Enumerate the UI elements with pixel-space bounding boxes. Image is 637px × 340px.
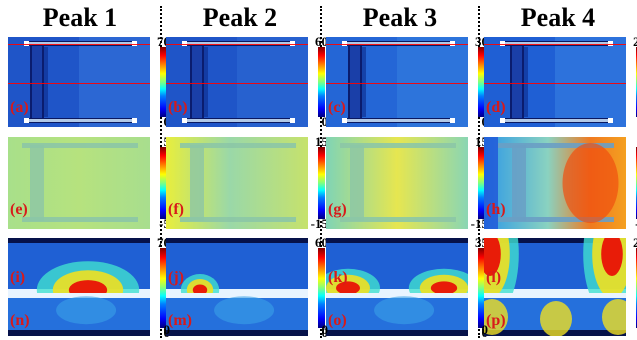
colorbar bbox=[478, 147, 485, 219]
magnetic-field-map bbox=[8, 37, 150, 127]
current-density-map bbox=[326, 238, 468, 295]
field-panel: (l) bbox=[484, 238, 626, 295]
panel-label: (h) bbox=[486, 201, 506, 218]
colorbar-min: 0 bbox=[624, 115, 637, 128]
colorbar-max: 20 bbox=[633, 34, 637, 49]
colorbar-min: -9 bbox=[624, 217, 637, 230]
colorbar-max: 25 bbox=[633, 235, 637, 250]
guide-line bbox=[326, 83, 468, 84]
colorbar-min: 0 bbox=[481, 322, 489, 337]
field-panel: (c) bbox=[326, 37, 468, 127]
current-density-map bbox=[484, 238, 626, 295]
colorbar-min: -15 bbox=[470, 216, 488, 231]
colorbar-max: 9 bbox=[626, 135, 637, 148]
colorbar-max: 60 bbox=[315, 235, 328, 250]
colorbar-max: 15 bbox=[315, 134, 328, 149]
panel-label: (o) bbox=[328, 312, 347, 329]
current-density-map bbox=[166, 293, 308, 336]
colorbar bbox=[478, 47, 485, 117]
guide-line bbox=[8, 83, 150, 84]
electric-field-map bbox=[166, 137, 308, 229]
field-panel: (e) bbox=[8, 137, 150, 229]
guide-line bbox=[326, 44, 468, 45]
colorbar-max: 60 bbox=[315, 34, 328, 49]
field-panel: (a) bbox=[8, 37, 150, 127]
colorbar bbox=[318, 47, 325, 117]
colorbar bbox=[160, 147, 167, 219]
current-density-map bbox=[8, 238, 150, 295]
electric-field-map bbox=[326, 137, 468, 229]
panel-label: (m) bbox=[168, 312, 192, 329]
guide-line bbox=[484, 44, 626, 45]
colorbar-min: 0 bbox=[321, 322, 329, 337]
colorbar bbox=[318, 248, 325, 328]
current-density-map bbox=[8, 293, 150, 336]
column-title: Peak 2 bbox=[202, 3, 278, 32]
colorbar-min: 0 bbox=[321, 114, 329, 129]
column-title: Peak 1 bbox=[42, 3, 118, 32]
field-panel: (g) bbox=[326, 137, 468, 229]
field-panel: (f) bbox=[166, 137, 308, 229]
panel-label: (c) bbox=[328, 99, 346, 116]
field-panel: (d) bbox=[484, 37, 626, 127]
field-panel: (n) bbox=[8, 293, 150, 336]
panel-label: (a) bbox=[10, 99, 29, 116]
panel-label: (b) bbox=[168, 99, 188, 116]
field-panel: (j) bbox=[166, 238, 308, 295]
colorbar-min: 0 bbox=[321, 325, 329, 340]
current-density-map bbox=[326, 293, 468, 336]
guide-line bbox=[166, 83, 308, 84]
panel-label: (f) bbox=[168, 201, 184, 218]
magnetic-field-map bbox=[484, 37, 626, 127]
field-panel: (i) bbox=[8, 238, 150, 295]
panel-label: (g) bbox=[328, 201, 347, 218]
colorbar-min: -5 bbox=[159, 216, 170, 231]
panel-label: (p) bbox=[486, 312, 506, 329]
panel-label: (j) bbox=[168, 269, 184, 286]
colorbar-min: -15 bbox=[310, 216, 328, 231]
guide-line bbox=[8, 44, 150, 45]
magnetic-field-map bbox=[326, 37, 468, 127]
panel-label: (e) bbox=[10, 201, 28, 218]
colorbar bbox=[478, 248, 485, 328]
field-panel: (k) bbox=[326, 238, 468, 295]
guide-line bbox=[166, 44, 308, 45]
column-title: Peak 3 bbox=[362, 3, 438, 32]
panel-label: (d) bbox=[486, 99, 506, 116]
field-panel: (m) bbox=[166, 293, 308, 336]
panel-label: (i) bbox=[10, 269, 26, 286]
panel-label: (n) bbox=[10, 312, 30, 329]
colorbar-min: 0 bbox=[632, 323, 637, 336]
field-panel: (h) bbox=[484, 137, 626, 229]
panel-label: (k) bbox=[328, 269, 348, 286]
colorbar-min: 0 bbox=[163, 322, 171, 337]
panel-label: (l) bbox=[486, 269, 502, 286]
magnetic-field-map bbox=[166, 37, 308, 127]
colorbar bbox=[318, 147, 325, 219]
column-title: Peak 4 bbox=[520, 3, 596, 32]
colorbar bbox=[160, 248, 167, 328]
electric-field-map bbox=[484, 137, 626, 229]
electric-field-map bbox=[8, 137, 150, 229]
field-panel: (p) bbox=[484, 293, 626, 336]
current-density-map bbox=[166, 238, 308, 295]
guide-line bbox=[484, 83, 626, 84]
current-density-map bbox=[484, 293, 626, 336]
field-panel: (o) bbox=[326, 293, 468, 336]
field-panel: (b) bbox=[166, 37, 308, 127]
colorbar bbox=[160, 47, 167, 117]
